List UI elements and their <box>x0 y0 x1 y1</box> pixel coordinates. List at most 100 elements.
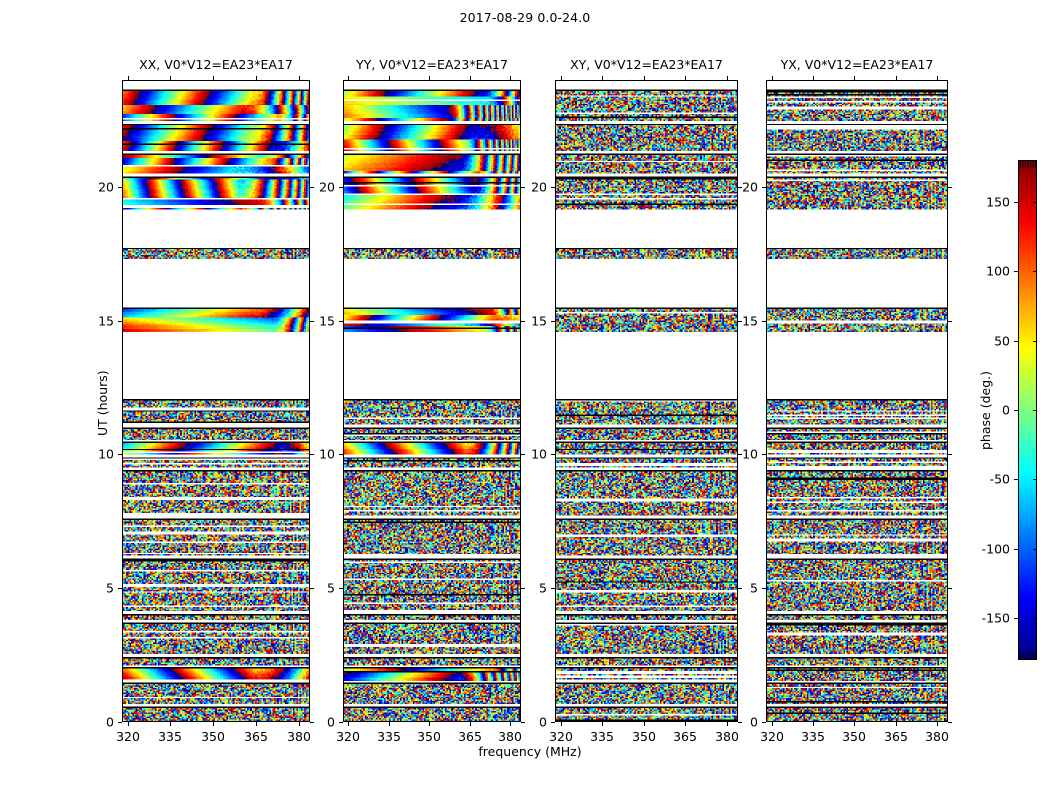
colorbar-tick-inner--100 <box>1033 549 1037 550</box>
ytick-yx-15 <box>762 321 766 322</box>
y-axis-label: UT (hours) <box>95 370 110 436</box>
yticklabel-yx-5: 5 <box>750 580 758 596</box>
ytick-right-yy-10 <box>521 454 525 455</box>
xticklabel-yx-320: 320 <box>760 729 784 744</box>
xticklabel-xy-380: 380 <box>715 729 739 744</box>
xtick-top-xx-365 <box>256 76 257 80</box>
x-axis-label: frequency (MHz) <box>478 744 582 759</box>
ytick-right-yx-10 <box>948 454 952 455</box>
yticklabel-xy-20: 20 <box>531 179 547 195</box>
ytick-xx-20 <box>118 187 122 188</box>
ytick-xy-5 <box>551 588 555 589</box>
xtick-top-yx-320 <box>772 76 773 80</box>
colorbar-tick-100 <box>1014 271 1018 272</box>
ytick-yx-20 <box>762 187 766 188</box>
xtick-yy-350 <box>429 722 430 726</box>
ytick-xx-0 <box>118 722 122 723</box>
xtick-top-xx-320 <box>128 76 129 80</box>
waterfall-panel-xy[interactable] <box>555 80 738 722</box>
xticklabel-yy-320: 320 <box>336 729 360 744</box>
yticklabel-yx-0: 0 <box>750 714 758 730</box>
ytick-yx-5 <box>762 588 766 589</box>
xtick-top-yy-320 <box>348 76 349 80</box>
panel-title-xx: XX, V0*V12=EA23*EA17 <box>139 57 293 72</box>
ytick-right-xy-0 <box>738 722 742 723</box>
ytick-right-yy-5 <box>521 588 525 589</box>
ytick-xy-15 <box>551 321 555 322</box>
xticklabel-yy-350: 350 <box>417 729 441 744</box>
panel-title-yy: YY, V0*V12=EA23*EA17 <box>356 57 508 72</box>
xticklabel-xy-320: 320 <box>549 729 573 744</box>
colorbar-tick-inner-50 <box>1033 341 1037 342</box>
colorbar-tick--150 <box>1014 618 1018 619</box>
colorbar-ticklabel-0: 0 <box>1002 402 1010 418</box>
ytick-yx-10 <box>762 454 766 455</box>
xtick-xy-350 <box>644 722 645 726</box>
yticklabel-xy-15: 15 <box>531 313 547 329</box>
xticklabel-yx-365: 365 <box>884 729 908 744</box>
yticklabel-yy-10: 10 <box>319 446 335 462</box>
xtick-yx-335 <box>813 722 814 726</box>
xtick-yx-365 <box>896 722 897 726</box>
colorbar-ticklabel-50: 50 <box>994 333 1010 349</box>
xtick-xy-320 <box>561 722 562 726</box>
xtick-top-yx-380 <box>937 76 938 80</box>
ytick-right-yy-20 <box>521 187 525 188</box>
xticklabel-yy-365: 365 <box>458 729 482 744</box>
colorbar-tick-inner-100 <box>1033 271 1037 272</box>
ytick-right-xx-10 <box>310 454 314 455</box>
panel-title-xy: XY, V0*V12=EA23*EA17 <box>570 57 723 72</box>
xtick-top-xy-350 <box>644 76 645 80</box>
ytick-right-yx-15 <box>948 321 952 322</box>
yticklabel-xx-15: 15 <box>98 313 114 329</box>
xticklabel-yx-335: 335 <box>801 729 825 744</box>
xtick-yy-365 <box>470 722 471 726</box>
ytick-right-xx-5 <box>310 588 314 589</box>
xticklabel-yx-350: 350 <box>842 729 866 744</box>
yticklabel-yy-20: 20 <box>319 179 335 195</box>
xticklabel-xy-350: 350 <box>632 729 656 744</box>
xtick-xx-335 <box>170 722 171 726</box>
colorbar-tick-150 <box>1014 202 1018 203</box>
xticklabel-xx-350: 350 <box>201 729 225 744</box>
xticklabel-xy-335: 335 <box>590 729 614 744</box>
xtick-yx-350 <box>854 722 855 726</box>
colorbar-tick-inner-0 <box>1033 410 1037 411</box>
waterfall-image-xx <box>123 81 309 721</box>
waterfall-image-yy <box>344 81 520 721</box>
ytick-right-xx-20 <box>310 187 314 188</box>
waterfall-panel-xx[interactable] <box>122 80 310 722</box>
colorbar-gradient <box>1019 161 1036 659</box>
yticklabel-xy-0: 0 <box>539 714 547 730</box>
yticklabel-yy-15: 15 <box>319 313 335 329</box>
ytick-right-xy-5 <box>738 588 742 589</box>
colorbar-tick--100 <box>1014 549 1018 550</box>
yticklabel-xx-20: 20 <box>98 179 114 195</box>
ytick-yy-10 <box>339 454 343 455</box>
colorbar-tick--50 <box>1014 479 1018 480</box>
ytick-xy-20 <box>551 187 555 188</box>
xticklabel-yy-380: 380 <box>498 729 522 744</box>
ytick-yy-20 <box>339 187 343 188</box>
ytick-right-yy-0 <box>521 722 525 723</box>
colorbar-tick-inner-150 <box>1033 202 1037 203</box>
ytick-right-yy-15 <box>521 321 525 322</box>
ytick-right-yx-20 <box>948 187 952 188</box>
ytick-xy-0 <box>551 722 555 723</box>
colorbar-ticklabel--100: -100 <box>981 541 1010 557</box>
ytick-xx-5 <box>118 588 122 589</box>
waterfall-panel-yx[interactable] <box>766 80 948 722</box>
xtick-top-yx-350 <box>854 76 855 80</box>
ytick-xx-10 <box>118 454 122 455</box>
yticklabel-yx-20: 20 <box>742 179 758 195</box>
waterfall-panel-yy[interactable] <box>343 80 521 722</box>
xtick-top-yx-335 <box>813 76 814 80</box>
xtick-top-xy-365 <box>685 76 686 80</box>
xtick-top-yy-365 <box>470 76 471 80</box>
ytick-right-yx-5 <box>948 588 952 589</box>
xticklabel-xx-320: 320 <box>116 729 140 744</box>
xtick-xy-335 <box>602 722 603 726</box>
xtick-top-xy-335 <box>602 76 603 80</box>
xtick-yx-380 <box>937 722 938 726</box>
